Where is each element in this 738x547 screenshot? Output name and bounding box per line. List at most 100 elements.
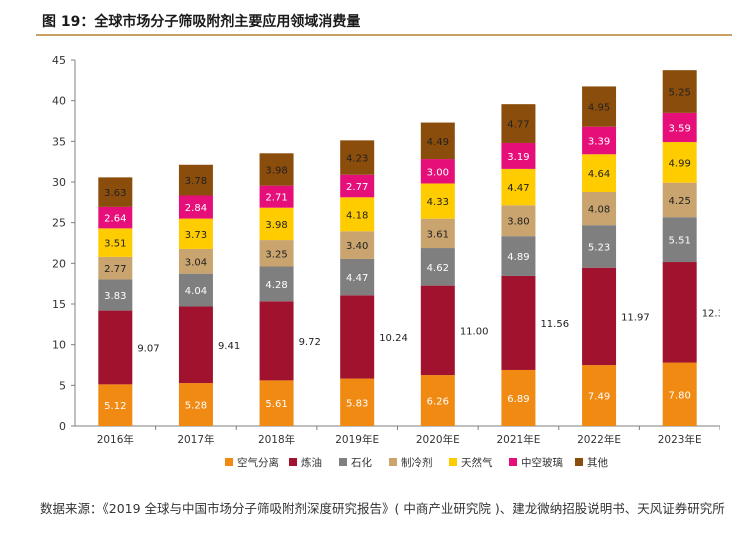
bar-segment (420, 218, 455, 249)
bar-segment (501, 142, 536, 169)
bar-segment (178, 383, 213, 426)
data-label: 5.28 (185, 401, 207, 412)
bar-segment (420, 248, 455, 286)
x-tick-label: 2016年 (97, 433, 134, 446)
bar-segment (178, 218, 213, 249)
data-label: 2.64 (104, 214, 126, 225)
bar-segment (340, 140, 375, 175)
legend-label: 天然气 (461, 456, 493, 469)
y-tick-label: 30 (52, 176, 66, 189)
bar-segment (582, 154, 617, 193)
legend-swatch (289, 458, 297, 466)
stacked-bar-chart: 0 5 10 15 20 25 30 35 40 45 5.12 9.07 3.83 2.77 3.51 2.… (52, 54, 730, 469)
bar-segment (98, 384, 133, 426)
legend-label: 制冷剂 (401, 456, 433, 469)
bar-segment (178, 273, 213, 307)
y-tick-label: 45 (52, 54, 66, 67)
data-label: 7.80 (669, 390, 691, 401)
data-label: 3.98 (265, 165, 287, 176)
data-label: 3.80 (507, 217, 529, 228)
bar-segment (420, 122, 455, 160)
legend-swatch (225, 458, 233, 466)
data-label: 3.00 (427, 167, 449, 178)
data-label: 3.39 (588, 136, 610, 147)
data-label: 3.61 (427, 229, 449, 240)
x-tick-label: 2020年E (416, 433, 460, 446)
data-label: 4.99 (669, 158, 691, 169)
x-tick-label: 2022年E (577, 433, 621, 446)
data-label: 3.59 (669, 123, 691, 134)
bar-segment (98, 228, 133, 257)
bar-segment (501, 168, 536, 206)
y-tick-label: 10 (52, 339, 66, 352)
data-label: 3.98 (265, 220, 287, 231)
legend-swatch (449, 458, 457, 466)
bar-segment (98, 206, 133, 229)
data-label: 3.73 (185, 230, 207, 241)
bar-segment (582, 365, 617, 426)
bar-segment (582, 267, 617, 366)
data-label: 4.18 (346, 210, 368, 221)
data-label: 4.08 (588, 205, 610, 216)
data-label: 11.56 (540, 319, 569, 330)
bar-segment (259, 185, 294, 208)
chart-area: 0 5 10 15 20 25 30 35 40 45 5.12 9.07 3.83 2.77 3.51 2.… (30, 48, 730, 482)
data-label: 3.19 (507, 152, 529, 163)
bar-segment (662, 217, 697, 263)
bar-segment (259, 207, 294, 241)
bar-segment (340, 378, 375, 426)
legend-swatch (389, 458, 397, 466)
data-label: 3.63 (104, 188, 126, 199)
bar-segment (340, 174, 375, 198)
x-tick-label: 2019年E (335, 433, 379, 446)
data-label: 4.89 (507, 252, 529, 263)
bar-segment (501, 369, 536, 426)
y-tick-label: 5 (59, 379, 66, 392)
bar-segment (340, 258, 375, 296)
data-label: 2.71 (265, 193, 287, 204)
x-tick-label: 2017年 (177, 433, 214, 446)
bar-segment (662, 182, 697, 218)
data-label: 4.95 (588, 103, 610, 114)
data-label: 4.33 (427, 197, 449, 208)
data-label: 2.84 (185, 203, 207, 214)
data-label: 3.25 (265, 249, 287, 260)
bar-segment (501, 236, 536, 276)
bar-segment (340, 231, 375, 259)
bar-segment (259, 153, 294, 186)
data-label: 9.72 (299, 337, 321, 348)
bar-segment (501, 104, 536, 143)
bar-segment (98, 256, 133, 280)
y-tick-label: 40 (52, 95, 66, 108)
figure-title: 图 19：全球市场分子筛吸附剂主要应用领域消费量 (42, 14, 361, 30)
data-label: 11.97 (621, 312, 650, 323)
data-label: 5.23 (588, 242, 610, 253)
y-tick-label: 35 (52, 135, 66, 148)
data-label: 5.83 (346, 398, 368, 409)
data-label: 6.89 (507, 394, 529, 405)
legend-label: 空气分离 (237, 456, 279, 469)
source-note: 数据来源：《2019 全球与中国市场分子筛吸附剂深度研究报告》( 中商产业研究院… (40, 501, 725, 516)
bar-segment (420, 183, 455, 219)
data-label: 4.28 (265, 280, 287, 291)
bar-segment (582, 192, 617, 226)
bar-segment (259, 266, 294, 302)
y-tick-label: 0 (59, 420, 66, 433)
bar-segment (582, 126, 617, 155)
data-label: 2.77 (104, 264, 126, 275)
legend-label: 其他 (587, 456, 608, 469)
data-label: 2.77 (346, 182, 368, 193)
data-label: 9.41 (218, 341, 240, 352)
bar-segment (259, 380, 294, 426)
data-label: 3.04 (185, 257, 207, 268)
data-label: 10.24 (379, 333, 408, 344)
bar-segment (340, 197, 375, 232)
data-label: 4.47 (346, 273, 368, 284)
y-tick-label: 15 (52, 298, 66, 311)
data-label: 9.07 (137, 343, 159, 354)
data-label: 3.78 (185, 176, 207, 187)
bar-segment (340, 295, 375, 379)
legend-label: 中空玻璃 (521, 456, 563, 469)
data-label: 3.51 (104, 239, 126, 250)
x-tick-label: 2023年E (658, 433, 702, 446)
